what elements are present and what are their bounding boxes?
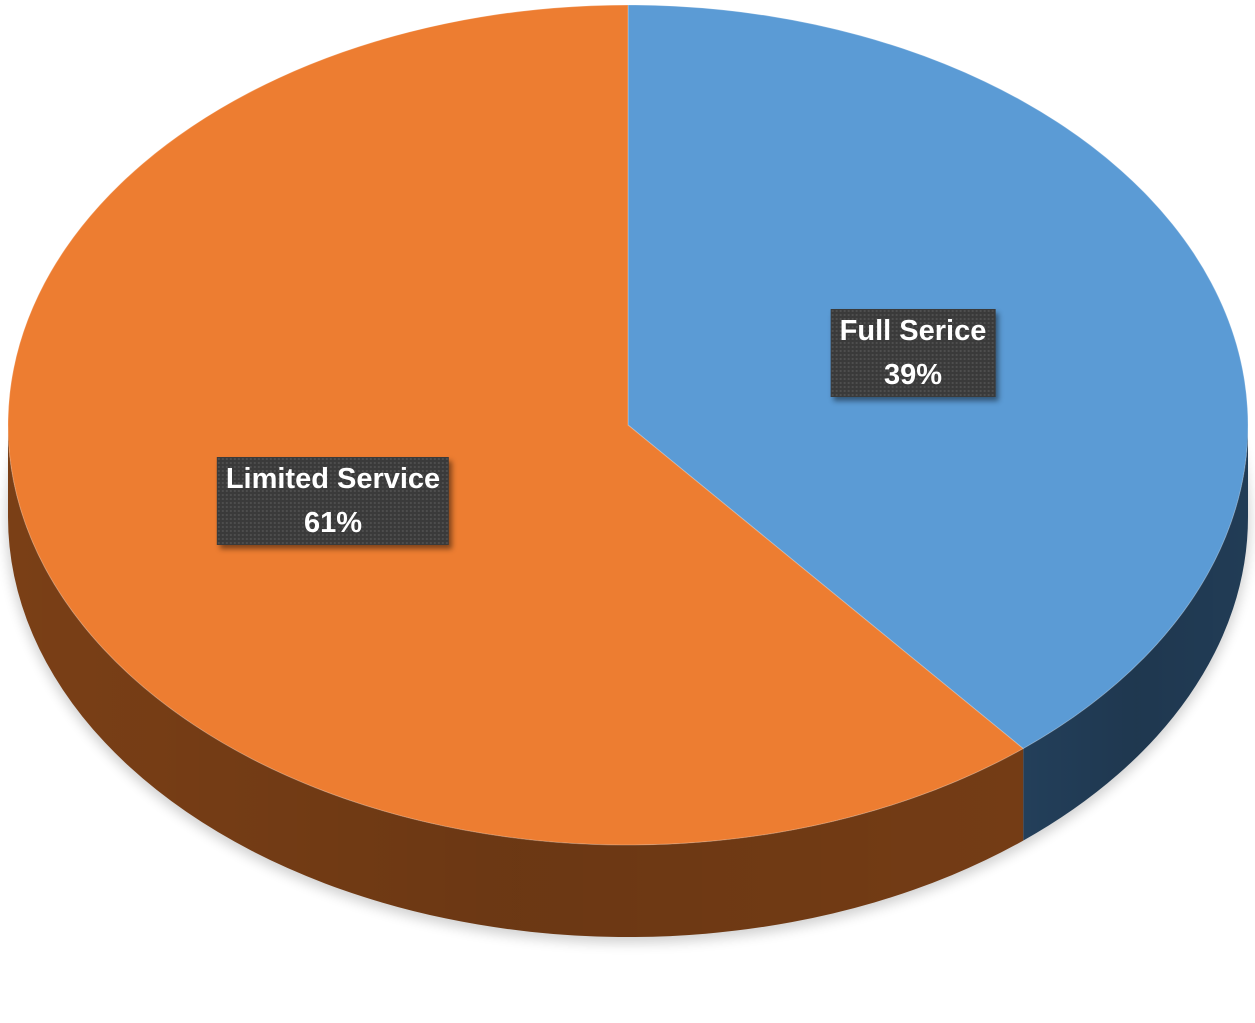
data-label-full-serice: Full Serice 39%	[830, 309, 996, 397]
pie-slice-limited-service	[7, 4, 1025, 846]
data-label-limited-service: Limited Service 61%	[216, 457, 450, 545]
data-label-limited-service-value: 61%	[303, 507, 363, 539]
pie-side-shade-full-serice	[1023, 425, 1248, 841]
data-label-full-serice-value: 39%	[883, 359, 943, 391]
pie-side-shade-limited-service	[8, 425, 1024, 937]
data-label-limited-service-category: Limited Service	[225, 463, 441, 495]
data-label-full-serice-category: Full Serice	[839, 315, 987, 347]
